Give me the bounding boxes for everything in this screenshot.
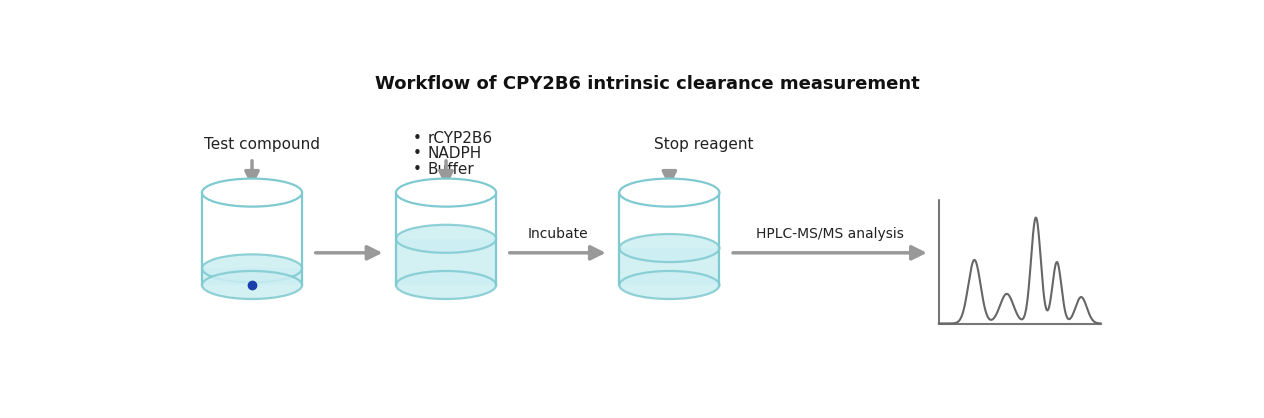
Ellipse shape — [202, 271, 302, 299]
Text: Test compound: Test compound — [204, 137, 320, 152]
Bar — [202, 193, 302, 285]
Text: Workflow of CPY2B6 intrinsic clearance measurement: Workflow of CPY2B6 intrinsic clearance m… — [375, 75, 920, 93]
Text: Incubate: Incubate — [527, 227, 588, 240]
Ellipse shape — [619, 271, 719, 299]
Bar — [619, 248, 719, 285]
Text: Stop reagent: Stop reagent — [653, 137, 753, 152]
Text: HPLC-MS/MS analysis: HPLC-MS/MS analysis — [756, 227, 904, 240]
Ellipse shape — [396, 178, 495, 206]
Ellipse shape — [202, 178, 302, 206]
Ellipse shape — [619, 234, 719, 262]
Text: NADPH: NADPH — [427, 146, 482, 161]
Bar — [396, 239, 495, 285]
Ellipse shape — [619, 178, 719, 206]
Bar — [619, 193, 719, 285]
Text: •: • — [412, 146, 421, 161]
Bar — [202, 268, 302, 285]
Ellipse shape — [396, 271, 495, 299]
Text: •: • — [412, 162, 421, 177]
Bar — [396, 193, 495, 285]
Text: •: • — [412, 131, 421, 146]
Text: rCYP2B6: rCYP2B6 — [427, 131, 493, 146]
Ellipse shape — [396, 225, 495, 253]
Text: Buffer: Buffer — [427, 162, 474, 177]
Ellipse shape — [202, 255, 302, 283]
